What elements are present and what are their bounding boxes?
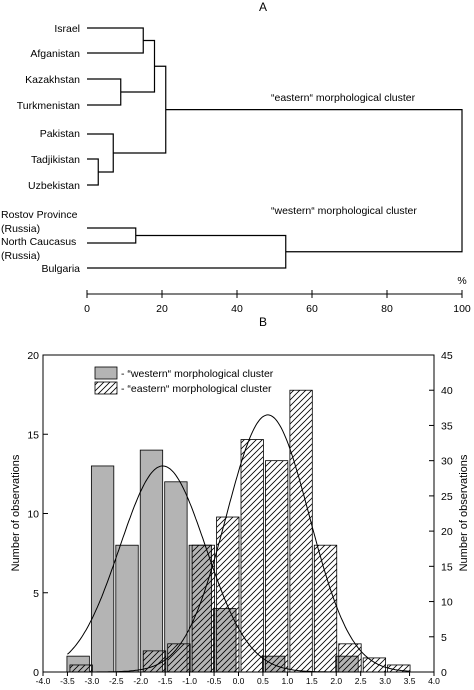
- leaf-label-bulgaria: Bulgaria: [41, 263, 80, 275]
- eastern-bar--3.25: [69, 664, 93, 673]
- leaf-label-north-caucasus-russia: North Caucasus: [1, 236, 76, 248]
- leaf-label-turkmenistan: Turkmenistan: [17, 100, 80, 112]
- legend: - “western“ morphological cluster - “east…: [94, 366, 274, 395]
- right-y-tick-label-40: 40: [441, 385, 453, 397]
- eastern-bar-0.75: [265, 460, 289, 673]
- left-y-tick-label-20: 20: [27, 350, 39, 362]
- western-bar--2.75: [90, 465, 115, 673]
- leaf-label-tadjikistan: Tadjikistan: [31, 154, 80, 166]
- left-y-tick-label-0: 0: [33, 667, 39, 679]
- eastern-bar--1.25: [167, 643, 191, 673]
- x-tick-label-3-5: 3.5: [404, 676, 416, 686]
- right-y-tick-label-35: 35: [441, 420, 453, 432]
- leaf-label-kazakhstan: Kazakhstan: [25, 74, 80, 86]
- x-tick-label-0-0: 0.0: [233, 676, 245, 686]
- histogram-bars: [66, 389, 411, 673]
- leaf-label-north-caucasus-russia: (Russia): [1, 250, 40, 262]
- x-tick-label-1-5: 1.5: [306, 676, 318, 686]
- left-y-axis-title: Number of observations: [10, 454, 22, 571]
- x-tick-label-1-5: -1.5: [158, 676, 173, 686]
- panel-a-label: A: [259, 0, 267, 14]
- dendrogram-link-7: [87, 227, 137, 244]
- dendrogram-link-9: [165, 109, 463, 253]
- dendrogram-tick-label-20: 20: [156, 303, 168, 315]
- x-tick-label-3-5: -3.5: [60, 676, 75, 686]
- histogram-axes: 0 5 10 15 20 0 5 10 15 20 25 30 35 40 45 -4.0 -3.5 -3.0 -2…: [10, 350, 470, 690]
- right-y-tick-label-45: 45: [441, 350, 453, 362]
- dendrogram-link-1: [87, 27, 144, 54]
- right-y-tick-label-30: 30: [441, 456, 453, 468]
- left-y-tick-label-5: 5: [33, 588, 39, 600]
- dendrogram-x-axis: 0 20 40 60 80 100%: [84, 275, 471, 315]
- dendrogram-link-8: [87, 234, 287, 269]
- legend-swatch-eastern: [94, 381, 118, 395]
- legend-swatch-western: [94, 366, 118, 380]
- annotation-eastern-cluster: “eastern“ morphological cluster: [271, 92, 416, 104]
- eastern-bar-1.75: [313, 544, 338, 673]
- x-tick-label-1-0: 1.0: [281, 676, 293, 686]
- western-bar--1.75: [139, 449, 164, 673]
- leaf-label-pakistan: Pakistan: [40, 128, 80, 140]
- dendrogram-tick-label-60: 60: [306, 303, 318, 315]
- legend-label-eastern: - “eastern“ morphological cluster: [121, 383, 272, 395]
- normal-fit-curve-eastern: [67, 414, 410, 673]
- x-tick-label-0-5: 0.5: [257, 676, 269, 686]
- x-tick-label-4-0: 4.0: [428, 676, 440, 686]
- x-tick-label-0-5: -0.5: [207, 676, 222, 686]
- x-tick-label-3-0: 3.0: [379, 676, 391, 686]
- dendrogram-link-4: [87, 158, 99, 186]
- right-y-tick-label-25: 25: [441, 491, 453, 503]
- right-y-tick-label-0: 0: [441, 667, 447, 679]
- dendrogram-leaf-labels: Israel Afganistan Kazakhstan Turkmenistan Pa…: [1, 23, 80, 275]
- x-tick-label-2-0: 2.0: [330, 676, 342, 686]
- legend-label-western: - “western“ morphological cluster: [121, 368, 274, 380]
- x-tick-label-3-0: -3.0: [85, 676, 100, 686]
- dendrogram-panel: A Israel Afganistan Kazakhstan Turkmenistan…: [1, 0, 471, 315]
- left-y-tick-label-10: 10: [27, 509, 39, 521]
- leaf-label-uzbekistan: Uzbekistan: [28, 180, 80, 192]
- western-bar--2.25: [115, 544, 139, 673]
- x-tick-label-4-0: -4.0: [36, 676, 51, 686]
- dendrogram-tick-label-80: 80: [381, 303, 393, 315]
- annotation-western-cluster: “western“ morphological cluster: [271, 205, 417, 217]
- x-tick-label-1-0: -1.0: [182, 676, 197, 686]
- dendrogram-tick-label-40: 40: [231, 303, 243, 315]
- dendrogram-tick-label-100: 100: [453, 303, 471, 315]
- leaf-label-rostov-province-russia: Rostov Province: [1, 209, 78, 221]
- histogram-panel: B 0 5 10 15 20 0 5 10 15 20 25 30 35 40 45 -4.0 -3.5 -3.0…: [10, 315, 470, 690]
- leaf-label-israel: Israel: [54, 23, 80, 35]
- dendrogram-links: [87, 27, 463, 269]
- dendrogram-tick-label-0: 0: [84, 303, 90, 315]
- x-tick-label-2-0: -2.0: [133, 676, 148, 686]
- dendrogram-link-5: [87, 133, 114, 173]
- right-y-tick-label-10: 10: [441, 597, 453, 609]
- right-y-tick-label-5: 5: [441, 632, 447, 644]
- dendrogram-annotations: “eastern“ morphological cluster “western“…: [271, 92, 417, 217]
- eastern-bar-1.25: [289, 389, 313, 673]
- dendrogram-link-3: [120, 39, 156, 93]
- leaf-label-rostov-province-russia: (Russia): [1, 223, 40, 235]
- panel-b-label: B: [259, 315, 267, 329]
- right-y-tick-label-20: 20: [441, 526, 453, 538]
- x-tick-label-2-5: 2.5: [355, 676, 367, 686]
- eastern-bar-2.75: [362, 657, 387, 673]
- right-y-tick-label-15: 15: [441, 561, 453, 573]
- dendrogram-link-2: [87, 78, 122, 106]
- left-y-tick-label-15: 15: [27, 429, 39, 441]
- dendrogram-unit-label: %: [457, 275, 466, 287]
- x-tick-label-2-5: -2.5: [109, 676, 124, 686]
- leaf-label-afganistan: Afganistan: [30, 48, 80, 60]
- right-y-axis-title: Number of observations: [458, 454, 470, 571]
